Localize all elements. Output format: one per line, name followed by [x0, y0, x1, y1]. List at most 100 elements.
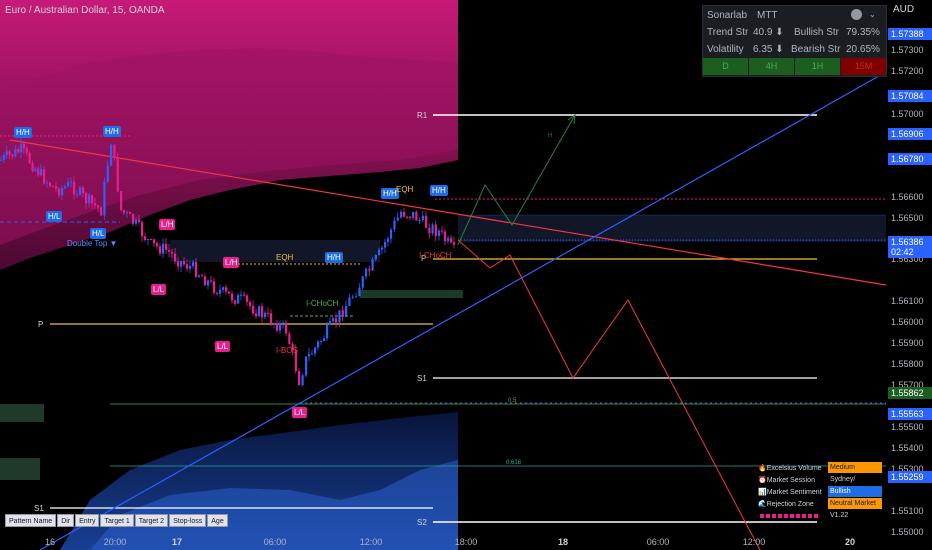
price-label: 1.55900	[891, 338, 924, 348]
descending-trendline	[9, 139, 887, 286]
structure-tag: H/H	[381, 188, 399, 199]
p-label-right: P	[421, 254, 427, 263]
target1-header[interactable]: Target 1	[100, 514, 134, 527]
candle-body	[412, 211, 415, 218]
trend-strength-value: 40.9 ⬇	[753, 27, 784, 38]
timeframe-15m: 15M	[841, 58, 886, 75]
candle-body	[240, 294, 243, 296]
candle-body	[305, 356, 308, 376]
bear-projection	[457, 239, 761, 550]
time-label: 12:00	[742, 537, 766, 547]
legend-row: 🔥Excelsius Volume Medium	[758, 462, 884, 474]
candle-body	[94, 203, 97, 206]
candle-body	[421, 215, 424, 220]
candle-body	[279, 323, 282, 331]
indicator-legend: 🔥Excelsius Volume Medium ⏰Market Session…	[758, 462, 884, 522]
legend-value: Medium	[828, 462, 882, 473]
price-badge: 1.56780	[888, 153, 932, 165]
chevron-down-icon[interactable]: ⌄	[869, 10, 876, 19]
candle-body	[5, 151, 8, 155]
candle-body	[186, 264, 189, 269]
panel-mode: MTT	[757, 10, 778, 21]
structure-tag: H/H	[430, 185, 448, 196]
price-label: 1.55000	[891, 527, 924, 537]
candle-body	[425, 215, 428, 228]
candle-body	[444, 231, 447, 242]
candle-body	[76, 194, 79, 196]
trend-strength-label: Trend Str	[707, 27, 749, 38]
double-top-label: Double Top ▼	[67, 239, 118, 248]
candle-body	[153, 239, 156, 244]
candle-body	[138, 219, 141, 223]
candle-body	[371, 259, 374, 271]
legend-value: Bullish	[828, 486, 882, 497]
countdown-badge: 02:42	[888, 246, 932, 258]
candle-body	[168, 249, 171, 252]
price-label: 1.55800	[891, 359, 924, 369]
structure-tag: L/L	[215, 341, 231, 352]
time-label: 18:00	[454, 537, 478, 547]
candle-body	[201, 275, 204, 277]
candle-body	[267, 312, 270, 314]
candle-body	[374, 255, 377, 260]
candle-body	[195, 262, 198, 277]
r1-label: R1	[417, 111, 428, 120]
candle-body	[8, 151, 11, 155]
candle-body	[61, 187, 64, 196]
price-label: 1.55300	[891, 464, 924, 474]
candle-body	[79, 187, 82, 195]
price-badge: 1.55563	[888, 408, 932, 420]
candle-body	[329, 321, 332, 326]
age-header[interactable]: Age	[207, 514, 228, 527]
bearish-strength-label: Bearish Str	[791, 44, 841, 55]
candle-body	[384, 241, 387, 248]
target2-header[interactable]: Target 2	[134, 514, 169, 527]
candle-body	[348, 297, 351, 306]
currency-label[interactable]: AUD	[893, 4, 915, 15]
candle-body	[447, 238, 450, 242]
candle-body	[298, 371, 301, 386]
candle-body	[234, 300, 237, 304]
candle-body	[210, 280, 213, 282]
candle-body	[20, 143, 23, 153]
volatility-label: Volatility	[707, 44, 744, 55]
candle-body	[120, 191, 123, 210]
candle-body	[396, 217, 399, 221]
stop-loss-header[interactable]: Stop-loss	[169, 514, 207, 527]
price-badge: 1.56906	[888, 128, 932, 140]
entry-header[interactable]: Entry	[75, 514, 100, 527]
candle-body	[406, 216, 409, 218]
candle-body	[171, 251, 174, 254]
candle-body	[246, 295, 249, 302]
price-label: 1.55500	[891, 422, 924, 432]
pattern-table-header: Pattern Name Dir Entry Target 1 Target 2…	[5, 514, 228, 527]
ascending-trendline	[39, 71, 887, 550]
candle-body	[64, 186, 67, 188]
current-price-badge: 1.56386	[888, 236, 932, 248]
candle-body	[441, 230, 444, 232]
pattern-name-header[interactable]: Pattern Name	[5, 514, 57, 527]
dir-header[interactable]: Dir	[57, 514, 75, 527]
candle-body	[97, 205, 100, 208]
price-label: 1.56300	[891, 254, 924, 264]
price-badge: 1.55862	[888, 387, 932, 399]
candle-body	[177, 261, 180, 267]
candle-body	[294, 349, 297, 372]
eqh-label: EQH	[396, 185, 414, 194]
candle-body	[378, 249, 381, 256]
candle-body	[31, 163, 34, 172]
candle-body	[365, 268, 368, 277]
sonarlab-panel: Sonarlab MTT ⌄ Trend Str 40.9 ⬇ Bullish …	[702, 5, 887, 77]
s2-label: S2	[417, 518, 427, 527]
price-label: 1.56500	[891, 213, 924, 223]
candle-body	[192, 262, 195, 267]
candle-body	[34, 168, 37, 172]
candle-body	[228, 291, 231, 294]
candle-body	[70, 181, 73, 183]
price-label: 1.55100	[891, 506, 924, 516]
time-label: 06:00	[646, 537, 670, 547]
supply-zone	[458, 215, 886, 241]
candle-body	[270, 313, 273, 325]
legend-key: 🌊Rejection Zone	[758, 501, 814, 508]
